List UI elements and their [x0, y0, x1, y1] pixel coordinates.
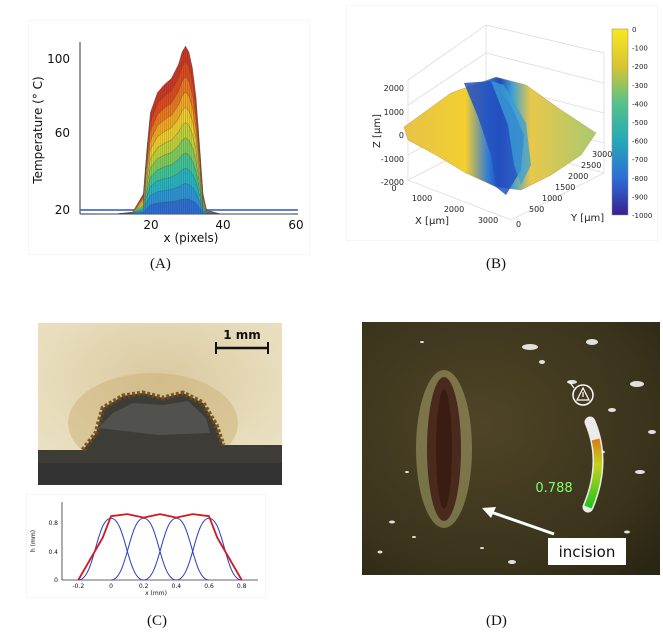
panel-b-xtick: 2000: [444, 205, 464, 214]
panel-b-xtick: 0: [391, 184, 396, 193]
panel-c-xtick: 0.6: [204, 583, 214, 590]
caption-b: (B): [486, 256, 506, 272]
panel-c-ytick: 0: [54, 577, 58, 584]
panel-b-colorbar-tick: -400: [632, 100, 648, 108]
panel-c-xticks: -0.2 0 0.2 0.4 0.6 0.8: [72, 583, 246, 590]
panel-b-ytick: 2000: [568, 172, 588, 181]
panel-b-colorbar-tick: -200: [632, 63, 648, 71]
panel-d-label-box: [548, 538, 626, 565]
panel-c-ylabel: h (mm): [30, 530, 37, 552]
panel-b-ytick: 1000: [542, 194, 562, 203]
panel-d-value: 0.788: [535, 481, 572, 496]
panel-d: incision 0.788: [362, 322, 660, 575]
caption-a: (A): [150, 256, 171, 272]
panel-c-xtick: -0.2: [72, 583, 84, 590]
warning-icon: [572, 384, 594, 406]
panel-a-ytick: 20: [55, 203, 70, 217]
panel-c-plot: h (mm) x (mm) 0 0.4 0.8 -0.2 0 0.2 0.4 0.6 0.…: [25, 493, 267, 599]
panel-b-ytick: 0: [516, 220, 521, 229]
panel-b-ytick: 500: [529, 205, 544, 214]
panel-c-series: [77, 513, 243, 581]
panel-b-ytick: 2500: [581, 161, 601, 170]
panel-c-ytick: 0.4: [48, 549, 58, 556]
caption-c: (C): [147, 613, 167, 629]
panel-b-chart: Z [μm] 2000 1000 0 -1000 -2000 0 1000 20…: [345, 4, 659, 242]
panel-b-ztick: 0: [399, 131, 404, 140]
panel-a-layer: [97, 198, 291, 215]
panel-c-scalebar-label: 1 mm: [223, 328, 261, 342]
panel-c-series-line: [77, 513, 243, 581]
panel-a-xtick: 20: [143, 218, 158, 232]
panel-a-xtick: 60: [288, 218, 303, 232]
panel-c-xtick: 0: [109, 583, 113, 590]
panel-b-xtick: 1000: [412, 194, 432, 203]
panel-a-xlabel: x (pixels): [164, 231, 219, 245]
panel-b-xtick: 3000: [478, 216, 498, 225]
panel-b-ylabel: Y [μm]: [570, 213, 604, 224]
panel-a: Temperature (° C) x (pixels) 20 60 100 2…: [27, 19, 311, 256]
panel-d-arrow: [487, 509, 555, 536]
panel-c-xtick: 0.8: [237, 583, 247, 590]
panel-c-photo: 1 mm: [38, 323, 282, 485]
panel-d-label: incision: [559, 543, 616, 561]
panel-c-chart: h (mm) x (mm) 0 0.4 0.8 -0.2 0 0.2 0.4 0.6 0.…: [25, 493, 267, 599]
panel-b-xlabel: X [μm]: [415, 216, 449, 227]
panel-b-colorbar: [611, 28, 629, 216]
panel-a-ytick: 100: [47, 52, 70, 66]
panel-b-colorbar-tick: -600: [632, 138, 648, 146]
panel-b-colorbar-tick: -300: [632, 82, 648, 90]
panel-d-highlights: [377, 339, 656, 564]
panel-b-colorbar-tick: -100: [632, 45, 648, 53]
panel-c-xtick: 0.4: [172, 583, 182, 590]
panel-c-ytick: 0.8: [48, 520, 58, 527]
panel-b-ztick: -1000: [381, 155, 404, 164]
panel-a-chart: Temperature (° C) x (pixels) 20 60 100 2…: [27, 19, 311, 256]
panel-b-colorbar-tick: -700: [632, 156, 648, 164]
panel-a-ytick: 60: [55, 126, 70, 140]
panel-c-xtick: 0.2: [139, 583, 149, 590]
panel-a-xtick: 40: [215, 218, 230, 232]
panel-a-ylabel: Temperature (° C): [31, 76, 45, 184]
panel-b-colorbar-tick: -800: [632, 175, 648, 183]
panel-b-ztick: 2000: [384, 84, 404, 93]
panel-b-zlabel: Z [μm]: [372, 114, 383, 148]
panel-c-char-rim: [81, 390, 226, 452]
panel-b-ytick: 3000: [592, 150, 612, 159]
caption-d: (D): [486, 613, 507, 629]
panel-c-xlabel: x (mm): [145, 590, 167, 597]
panel-b-ztick: -2000: [381, 178, 404, 187]
panel-b-colorbar-tick: -500: [632, 119, 648, 127]
panel-b: Z [μm] 2000 1000 0 -1000 -2000 0 1000 20…: [345, 4, 659, 242]
panel-b-colorbar-tick: -1000: [632, 212, 652, 220]
panel-b-colorbar-tick: 0: [632, 26, 636, 34]
panel-b-colorbar-tick: -900: [632, 193, 648, 201]
panel-c-crater: [38, 393, 282, 485]
panel-d-gauge-fill: [584, 420, 602, 509]
panel-a-surface: [97, 45, 291, 215]
panel-b-colorbar-ticks: 0 -100 -200 -300 -400 -500 -600 -700 -800 -900 -10…: [632, 26, 652, 220]
panel-b-ytick: 1500: [555, 183, 575, 192]
panel-b-ztick: 1000: [384, 108, 404, 117]
